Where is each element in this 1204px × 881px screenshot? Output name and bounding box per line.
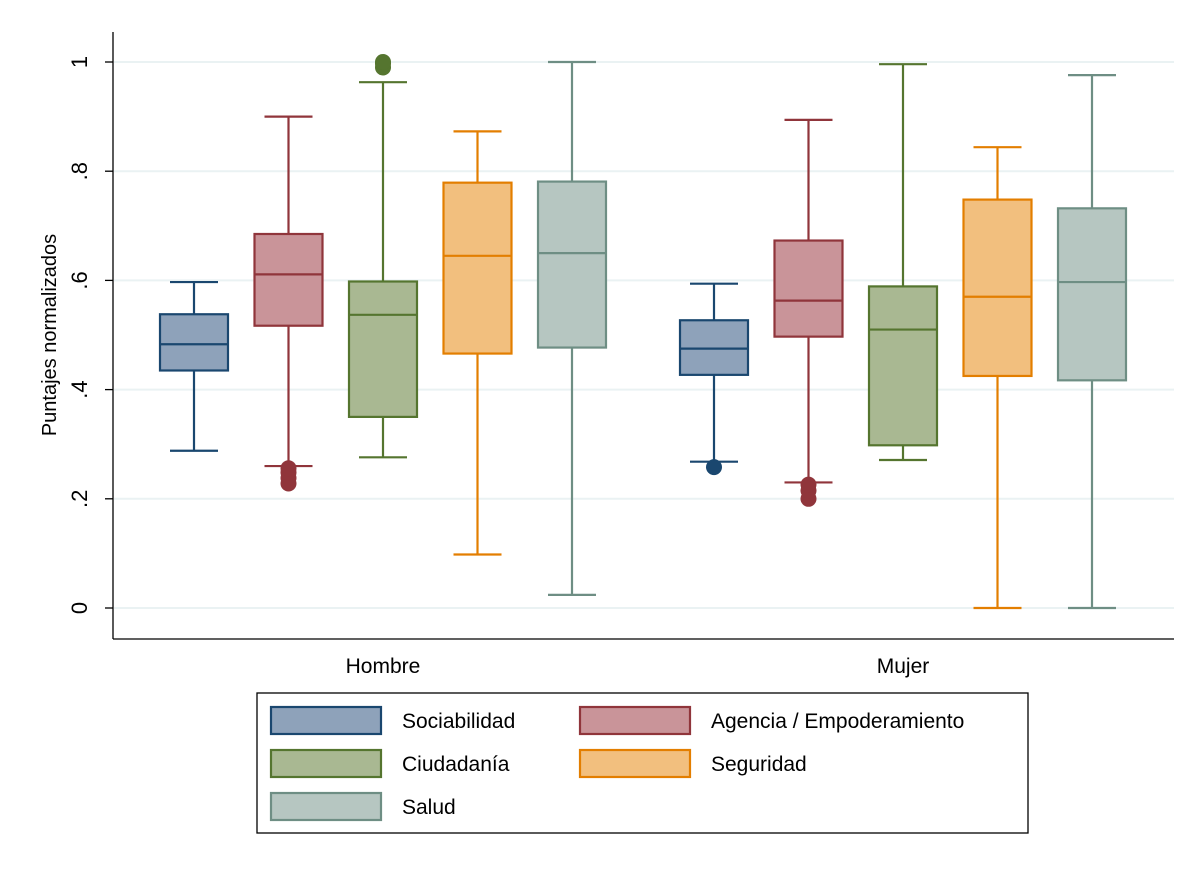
legend-item: Agencia / Empoderamiento [578,705,964,736]
iqr-box [867,285,939,447]
legend-item: Salud [269,791,456,822]
y-tick-label: .4 [67,380,92,398]
y-tick-label: .2 [67,490,92,508]
iqr-box [1056,207,1128,382]
legend-swatch [578,705,692,736]
outlier-point [800,476,817,493]
iqr-box [347,280,419,419]
iqr-box [158,313,230,372]
legend-swatch [269,748,383,779]
legend-swatch [578,748,692,779]
axes: Puntajes normalizados [39,32,1174,640]
box-ciudadan-a-mujer [867,63,939,462]
outlier-point [280,460,297,477]
box-salud-mujer [1056,74,1128,610]
iqr-box [253,232,324,327]
box-sociabilidad-mujer [678,282,750,476]
x-category-labels: Hombre Mujer [346,655,930,678]
legend-label: Sociabilidad [402,710,515,733]
iqr-box [962,198,1033,378]
legend-label: Seguridad [711,753,807,776]
y-tick-label: 1 [67,56,92,68]
y-tick-label: .6 [67,271,92,289]
box-agencia-empoderamiento-mujer [773,118,844,507]
iqr-box [442,181,513,355]
legend-item: Sociabilidad [269,705,515,736]
box-agencia-empoderamiento-hombre [253,115,324,492]
box-sociabilidad-hombre [158,280,230,452]
legend-label: Agencia / Empoderamiento [711,710,964,733]
legend-item: Seguridad [578,748,807,779]
legend-swatch [269,791,383,822]
legend-label: Ciudadanía [402,753,510,776]
box-seguridad-hombre [442,130,513,556]
box-salud-hombre [536,60,608,596]
box-ciudadan-a-hombre [347,54,419,459]
y-axis-label: Puntajes normalizados [39,234,61,436]
category-label-mujer: Mujer [877,655,930,678]
legend: Sociabilidad Agencia / Empoderamiento Ciud… [256,692,1029,834]
iqr-box [773,239,844,338]
legend-swatch [269,705,383,736]
box-seguridad-mujer [962,146,1033,610]
y-tick-label: 0 [67,602,92,614]
y-ticks: 0 .2 .4 .6 .8 1 [67,56,113,614]
category-label-hombre: Hombre [346,655,421,678]
outlier-point [375,54,391,70]
legend-item: Ciudadanía [269,748,510,779]
legend-label: Salud [402,796,456,819]
boxes-layer [158,54,1128,610]
outlier-point [706,459,722,476]
iqr-box [536,180,608,349]
y-tick-label: .8 [67,162,92,180]
